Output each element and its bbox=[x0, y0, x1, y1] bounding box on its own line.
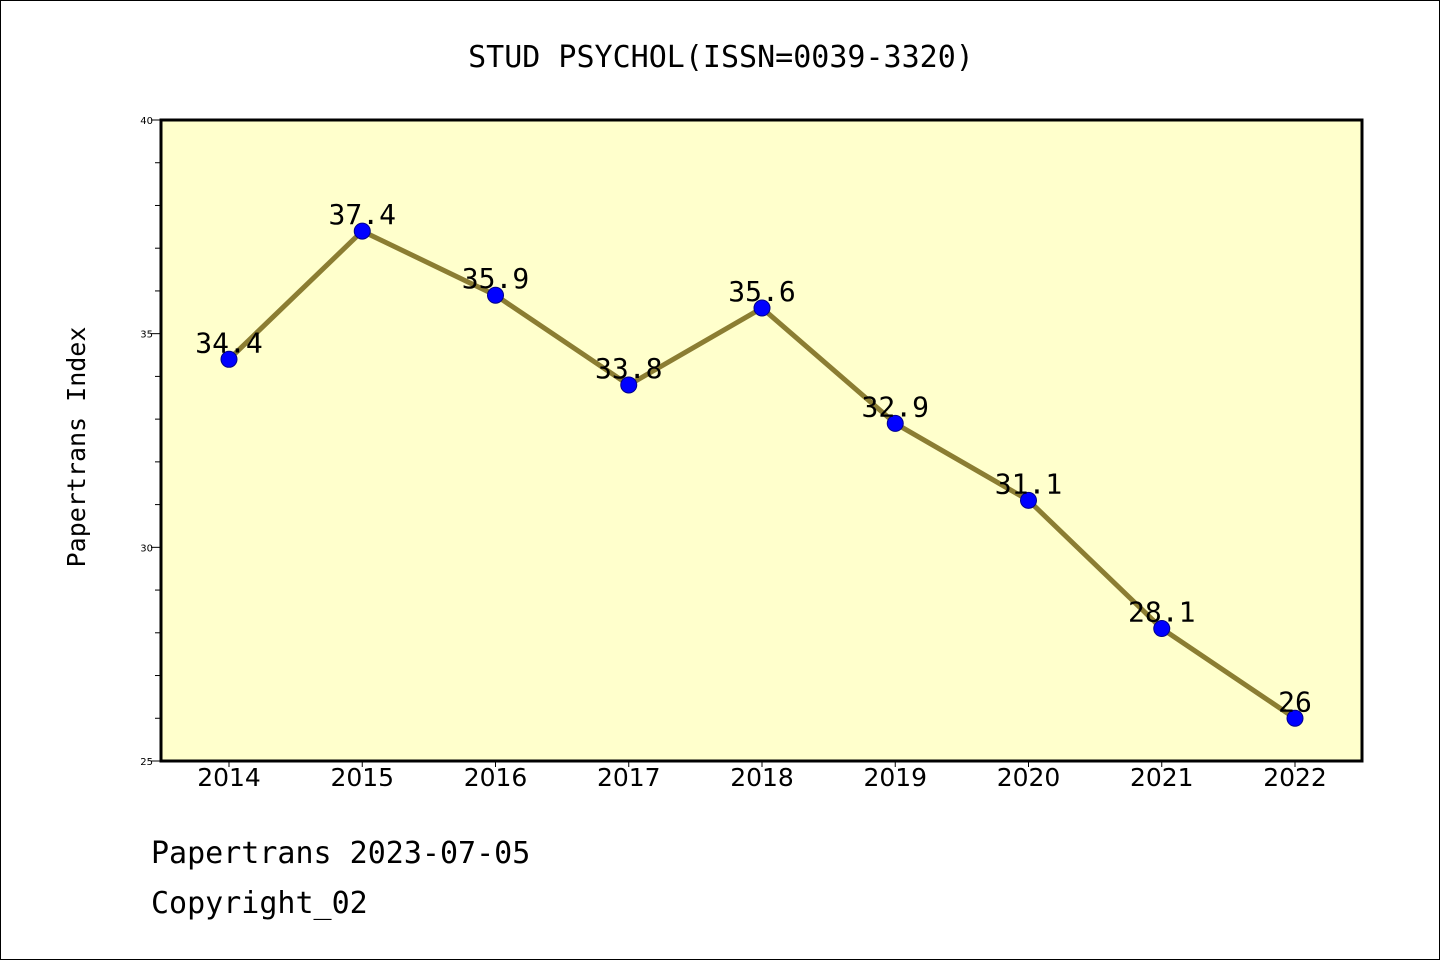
x-tick-label: 2021 bbox=[1130, 763, 1194, 792]
data-labels: 34.4 37.4 35.9 33.8 35.6 32.9 31.1 28.1 26 bbox=[195, 198, 1312, 718]
x-tick-label: 2020 bbox=[997, 763, 1061, 792]
data-label: 35.6 bbox=[728, 275, 795, 308]
data-label: 31.1 bbox=[995, 467, 1062, 500]
footer-copyright: Copyright_02 bbox=[151, 886, 368, 921]
data-label: 26 bbox=[1278, 685, 1312, 718]
data-label: 37.4 bbox=[329, 198, 396, 231]
data-label: 32.9 bbox=[862, 390, 929, 423]
x-axis: 2014 2015 2016 2017 2018 2019 2020 2021 2022 bbox=[197, 761, 1327, 792]
data-label: 35.9 bbox=[462, 262, 529, 295]
y-axis: 25 30 35 40 bbox=[140, 116, 161, 768]
chart-title: STUD PSYCHOL(ISSN=0039-3320) bbox=[468, 40, 974, 75]
data-point bbox=[1020, 491, 1037, 509]
x-tick-label: 2016 bbox=[464, 763, 528, 792]
y-axis-label: Papertrans Index bbox=[62, 327, 91, 568]
data-point bbox=[620, 376, 638, 394]
x-tick-label: 2015 bbox=[330, 763, 394, 792]
x-tick-label: 2017 bbox=[597, 763, 661, 792]
x-tick-label: 2019 bbox=[863, 763, 927, 792]
y-tick-label: 40 bbox=[140, 116, 153, 127]
data-point bbox=[220, 350, 238, 368]
y-tick-label: 35 bbox=[140, 330, 153, 341]
data-label: 33.8 bbox=[595, 352, 662, 385]
x-tick-label: 2022 bbox=[1263, 763, 1327, 792]
data-point bbox=[1153, 620, 1171, 638]
data-points bbox=[220, 222, 1304, 727]
data-point bbox=[1286, 709, 1304, 727]
y-tick-label: 25 bbox=[140, 757, 153, 768]
footer-date: Papertrans 2023-07-05 bbox=[151, 836, 531, 871]
data-point bbox=[353, 222, 371, 240]
data-point bbox=[886, 414, 904, 432]
data-label: 28.1 bbox=[1128, 596, 1195, 629]
y-tick-label: 30 bbox=[140, 543, 153, 554]
x-tick-label: 2018 bbox=[730, 763, 794, 792]
x-tick-label: 2014 bbox=[197, 763, 261, 792]
data-point bbox=[487, 286, 504, 304]
data-point bbox=[753, 299, 771, 317]
data-label: 34.4 bbox=[195, 326, 262, 359]
